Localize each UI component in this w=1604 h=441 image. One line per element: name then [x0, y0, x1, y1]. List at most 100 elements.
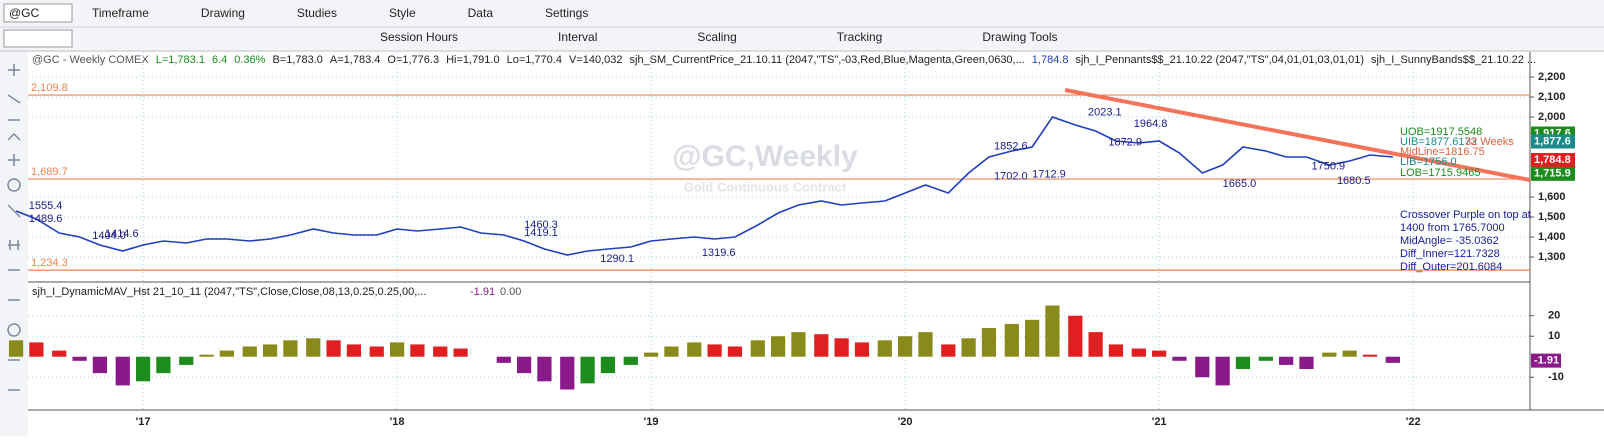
sidebar-icons — [7, 64, 21, 391]
histogram-bar — [600, 356, 616, 374]
histogram-bar — [961, 338, 976, 357]
histogram-bar — [1108, 344, 1124, 357]
histogram-bar — [156, 356, 171, 374]
histogram-bar — [898, 336, 913, 357]
histogram-bar — [791, 332, 806, 357]
swing-label: 1680.5 — [1337, 175, 1371, 187]
histogram-bar — [814, 334, 829, 357]
histogram-bar — [453, 348, 468, 357]
histogram-bar — [1152, 350, 1167, 357]
toolbar-button[interactable]: Drawing Tools — [982, 30, 1057, 44]
toolbar-button[interactable]: Tracking — [837, 30, 883, 44]
x-tick-label: '22 — [1406, 416, 1421, 428]
histogram-bar — [918, 332, 933, 357]
note: Diff_Outer=201.6084 — [1400, 261, 1502, 273]
histogram-bar — [369, 346, 384, 357]
note: Crossover Purple on top at — [1400, 209, 1531, 221]
histogram-bar — [1322, 352, 1337, 357]
histogram-bar — [179, 356, 194, 365]
header-item: B=1,783.0 — [272, 54, 322, 66]
level-label: 2,109.8 — [31, 82, 68, 94]
histogram-bar — [1362, 354, 1378, 357]
histogram-bar — [346, 344, 362, 357]
toolbar-button[interactable]: Studies — [297, 6, 337, 20]
histogram-bar — [1195, 356, 1210, 378]
value-box-label: -1.91 — [1534, 355, 1559, 367]
header-item: sjh_I_Pennants$$_21.10.22 (2047,"TS",04,… — [1075, 54, 1364, 66]
histogram-bar — [1004, 323, 1019, 357]
y-tick-label: 20 — [1548, 310, 1560, 322]
histogram-bar — [516, 356, 532, 374]
swing-label: 1964.8 — [1134, 118, 1168, 130]
histogram-bar — [306, 338, 321, 357]
swing-label: 1290.1 — [600, 253, 634, 265]
x-tick-label: '21 — [1152, 416, 1167, 428]
header-item: Hi=1,791.0 — [446, 54, 500, 66]
price-box-label: 1,784.8 — [1534, 154, 1571, 166]
toolbar-button[interactable]: Data — [468, 6, 494, 20]
y-tick-label: -10 — [1548, 371, 1564, 383]
toolbar-button[interactable]: Style — [389, 6, 416, 20]
histogram-bar — [707, 344, 722, 357]
histogram-bar — [664, 346, 679, 357]
watermark-subtitle: Gold Continuous Contract — [684, 179, 847, 194]
price-box — [1531, 153, 1575, 168]
y-tick-label: 1,600 — [1538, 191, 1566, 203]
header-item: Lo=1,770.4 — [507, 54, 562, 66]
histogram-bar — [8, 340, 24, 357]
histogram-bar — [643, 352, 659, 357]
toolbar-button[interactable]: Timeframe — [92, 6, 149, 20]
histogram-bar — [135, 356, 151, 382]
note: MidAngle= -35.0362 — [1400, 235, 1499, 247]
histogram-bar — [1025, 319, 1040, 357]
header-item: sjh_I_SunnyBands$$_21.10.22 ... — [1371, 54, 1536, 66]
toolbar-button[interactable]: Drawing — [201, 6, 245, 20]
y-tick-label: 10 — [1548, 330, 1560, 342]
note: 1400 from 1765.7000 — [1400, 222, 1505, 234]
y-tick-label: 1,400 — [1538, 231, 1566, 243]
header-item: sjh_SM_CurrentPrice_21.10.11 (2047,"TS",… — [630, 54, 1025, 66]
swing-label: 1750.9 — [1312, 161, 1346, 173]
histogram-bar — [1279, 356, 1294, 365]
swing-label: 1404.0 — [92, 230, 126, 242]
histogram-bar — [1342, 350, 1357, 357]
y-tick-label: 2,100 — [1538, 91, 1566, 103]
histogram-bar — [389, 342, 405, 357]
sidebar — [0, 52, 28, 436]
histogram-bar — [854, 342, 870, 357]
value-box — [1531, 353, 1561, 368]
symbol-box[interactable] — [3, 3, 73, 23]
histogram-bar — [410, 344, 425, 357]
symbol-input[interactable]: @GC — [9, 6, 40, 20]
histogram-bar — [537, 356, 552, 382]
histogram-bar — [29, 342, 44, 357]
swing-label: 1419.1 — [524, 227, 558, 239]
histogram-bar — [115, 356, 130, 386]
header-item: 6.4 — [212, 54, 227, 66]
histogram-bar — [1258, 356, 1273, 361]
price-box-label: 1,877.6 — [1534, 135, 1571, 147]
header-item: A=1,783.4 — [330, 54, 380, 66]
histogram-bar — [1235, 356, 1251, 370]
histogram-bar — [1045, 305, 1060, 357]
header-item: 1,784.8 — [1032, 54, 1069, 66]
header-item: 0.36% — [234, 54, 265, 66]
band-label: LIB=1756.0 — [1400, 156, 1457, 168]
x-tick-label: '19 — [644, 416, 659, 428]
histogram-bar — [1068, 315, 1083, 357]
histogram-bar — [92, 356, 107, 374]
histogram-bar — [750, 340, 765, 357]
histogram-bar — [770, 336, 786, 357]
toolbar-button[interactable]: Scaling — [697, 30, 736, 44]
interval-box[interactable] — [3, 29, 73, 48]
toolbar-button[interactable]: Settings — [545, 6, 588, 20]
price-box-label: 1,715.9 — [1534, 168, 1571, 180]
histogram-bar — [560, 356, 575, 390]
toolbar-button[interactable]: Interval — [558, 30, 597, 44]
header-item: @GC - Weekly COMEX — [32, 54, 149, 66]
toolbar-button[interactable]: Session Hours — [380, 30, 458, 44]
y-tick-label: 2,000 — [1538, 111, 1566, 123]
histogram-bar — [1172, 356, 1187, 361]
histogram-bar — [496, 356, 511, 363]
